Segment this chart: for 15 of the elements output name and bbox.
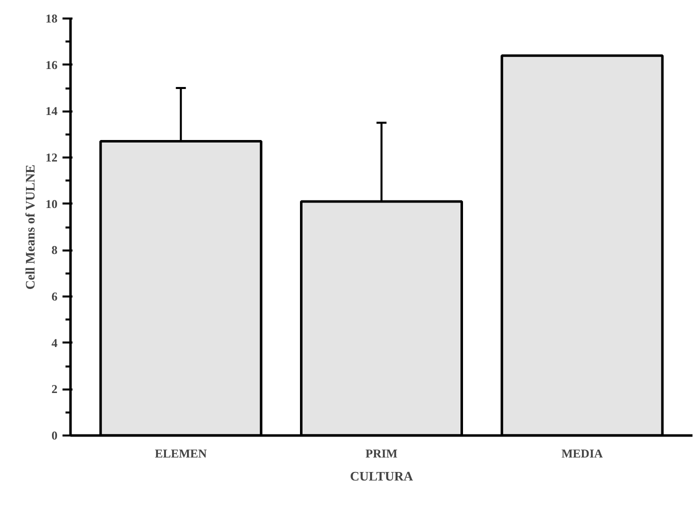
y-tick-label: 0 <box>52 428 58 442</box>
x-tick-label: PRIM <box>366 446 398 460</box>
x-tick-label: ELEMEN <box>154 446 208 460</box>
y-axis-title: Cell Means of VULNE <box>22 164 38 290</box>
x-axis-title: CULTURA <box>350 468 414 484</box>
y-tick-label: 6 <box>52 290 58 304</box>
y-tick-label: 10 <box>46 196 58 211</box>
y-tick-label: 8 <box>52 243 58 258</box>
y-tick-label: 14 <box>46 104 58 118</box>
x-tick-label: MEDIA <box>561 446 604 460</box>
y-tick-label: 4 <box>52 336 58 350</box>
y-tick-label: 12 <box>46 150 58 164</box>
y-tick-label: 18 <box>46 12 58 26</box>
y-tick-label: 2 <box>52 382 58 396</box>
y-tick-label: 16 <box>46 58 58 72</box>
